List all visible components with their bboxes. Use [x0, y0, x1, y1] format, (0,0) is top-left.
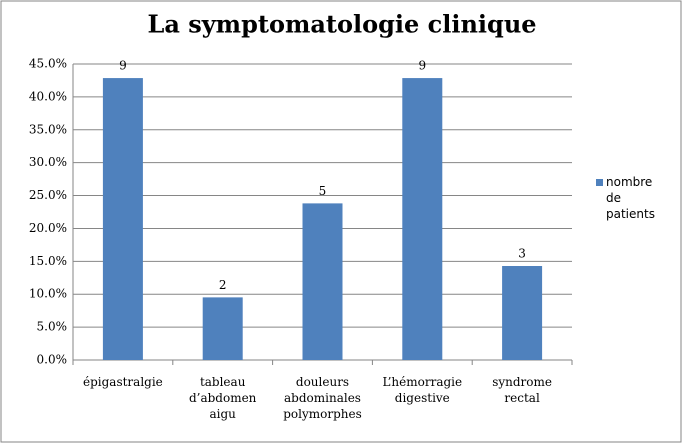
data-label: 3 — [518, 247, 526, 261]
y-tick-label: 15.0% — [29, 254, 67, 268]
legend-label: nombre de patients — [606, 175, 655, 221]
y-tick-label: 35.0% — [29, 122, 67, 136]
data-label: 9 — [418, 59, 426, 73]
bar — [302, 203, 343, 360]
y-tick-label: 40.0% — [29, 89, 67, 103]
y-tick-label: 0.0% — [37, 353, 68, 367]
bar — [102, 78, 143, 360]
x-tick-label: tableau d’abdomen aigu — [188, 375, 257, 421]
data-label: 5 — [319, 184, 327, 198]
y-tick-label: 25.0% — [29, 188, 67, 202]
bar — [402, 78, 443, 360]
x-tick-label: épigastralgie — [82, 375, 163, 389]
chart-title: La symptomatologie clinique — [147, 10, 536, 39]
bar — [502, 266, 543, 360]
y-tick-label: 10.0% — [29, 287, 67, 301]
x-tick-label: syndrome rectal — [492, 375, 552, 405]
x-tick-label: L’hémorragie digestive — [382, 375, 463, 405]
legend-swatch — [596, 179, 603, 186]
y-tick-label: 30.0% — [29, 155, 67, 169]
data-label: 9 — [119, 59, 127, 73]
y-tick-label: 20.0% — [29, 221, 67, 235]
bar — [202, 297, 243, 360]
y-tick-label: 45.0% — [29, 57, 67, 71]
x-tick-label: douleurs abdominales polymorphes — [283, 375, 362, 421]
data-label: 2 — [219, 278, 227, 292]
y-tick-label: 5.0% — [37, 320, 68, 334]
